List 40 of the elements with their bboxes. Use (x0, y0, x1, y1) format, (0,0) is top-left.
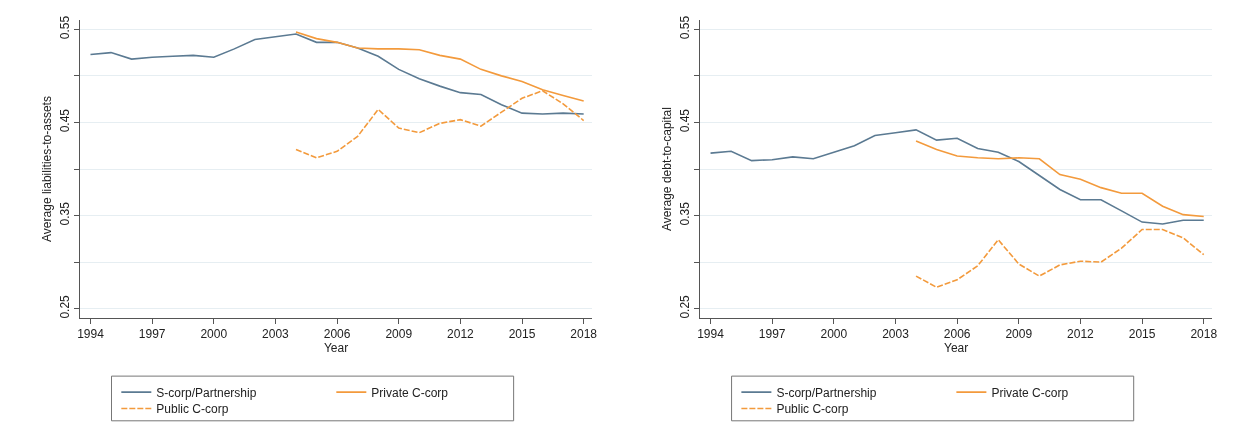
y-tick-label: 0.25 (58, 294, 73, 319)
y-tick-label: 0.55 (678, 15, 693, 40)
x-tick-label: 2012 (447, 327, 475, 342)
x-tick-label: 1994 (697, 327, 725, 342)
legend-label: S-corp/Partnership (776, 385, 877, 400)
x-axis-title: Year (323, 341, 349, 356)
y-tick-label: 0.25 (678, 294, 693, 319)
x-tick-label: 2015 (508, 327, 536, 342)
x-tick-label: 2003 (262, 327, 290, 342)
line-series (709, 129, 1205, 225)
x-tick-label: 2018 (570, 327, 598, 342)
line-series (915, 140, 1205, 218)
x-tick-label: 2000 (200, 327, 228, 342)
x-tick-label: 1997 (138, 327, 166, 342)
x-tick-label: 2003 (882, 327, 910, 342)
x-tick-label: 2006 (323, 327, 351, 342)
y-axis-title: Average liabilities-to-assets (39, 96, 54, 242)
x-tick-label: 2006 (943, 327, 971, 342)
x-tick-label: 2009 (1005, 327, 1033, 342)
y-tick-label: 0.45 (678, 108, 693, 133)
x-tick-label: 2015 (1128, 327, 1156, 342)
x-tick-label: 2012 (1067, 327, 1095, 342)
x-tick-label: 2018 (1190, 327, 1218, 342)
line-series (89, 33, 585, 115)
y-tick-label: 0.35 (678, 201, 693, 226)
y-tick-label: 0.45 (58, 108, 73, 133)
x-tick-label: 2000 (820, 327, 848, 342)
legend-label: S-corp/Partnership (156, 385, 257, 400)
legend-label: Private C-corp (371, 385, 449, 400)
y-tick-label: 0.55 (58, 15, 73, 40)
x-axis-title: Year (943, 341, 969, 356)
legend-label: Private C-corp (991, 385, 1069, 400)
x-tick-label: 1997 (758, 327, 786, 342)
legend-label: Public C-corp (156, 402, 229, 417)
y-axis-title: Average debt-to-capital (659, 107, 674, 231)
x-tick-label: 2009 (385, 327, 413, 342)
line-series (915, 228, 1205, 289)
x-tick-label: 1994 (77, 327, 105, 342)
y-tick-label: 0.35 (58, 201, 73, 226)
legend-label: Public C-corp (776, 402, 849, 417)
